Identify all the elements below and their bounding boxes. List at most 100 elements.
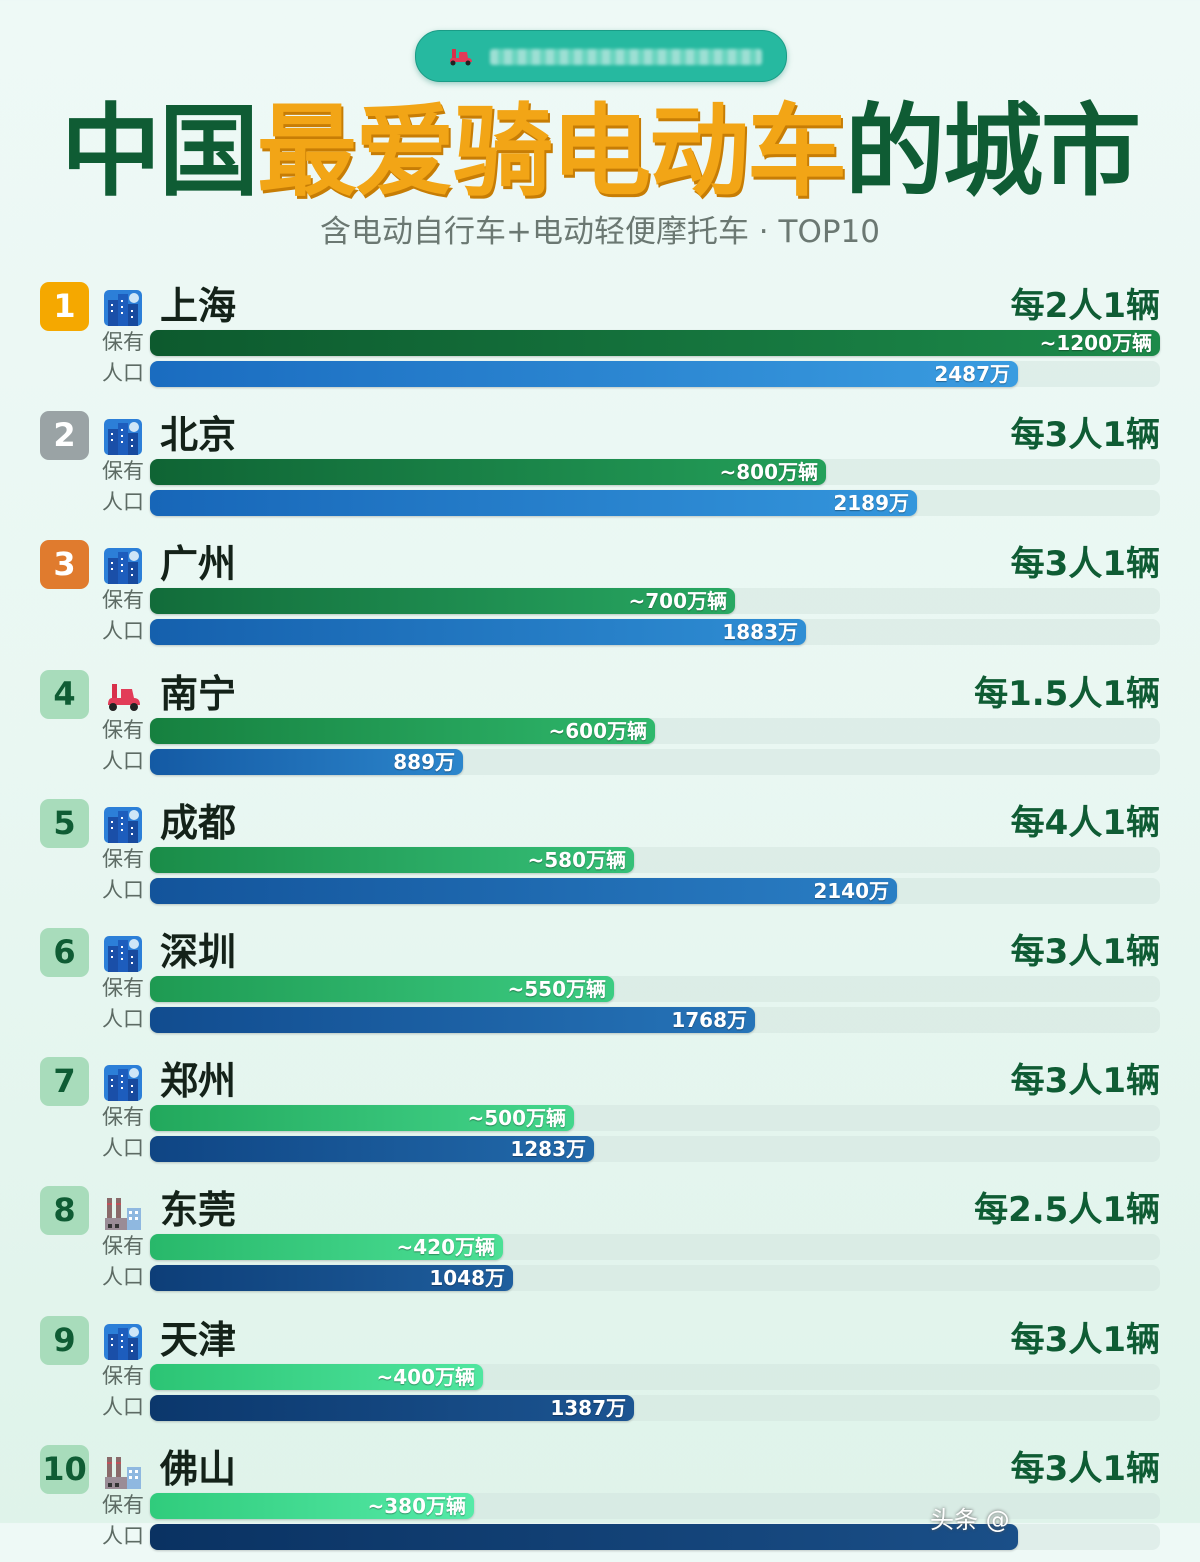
ownership-value: ~800万辆: [719, 460, 818, 485]
population-bar: 1283万: [150, 1136, 594, 1163]
city-name: 深圳: [160, 930, 237, 974]
city-row: 10 佛山 每3人1辆 保有 ~380万辆 人口: [0, 1433, 1200, 1562]
title-part-3: 的城市: [845, 93, 1141, 210]
ownership-value: ~580万辆: [527, 847, 626, 872]
ownership-value: ~380万辆: [367, 1493, 466, 1518]
ownership-track: ~550万辆: [150, 976, 1160, 1002]
population-value: 2487万: [934, 362, 1010, 386]
rank-badge: 7: [40, 1057, 89, 1107]
city-name: 上海: [160, 284, 237, 328]
ownership-bar: ~400万辆: [150, 1363, 483, 1390]
population-label: 人口: [102, 361, 144, 385]
population-value: 1387万: [550, 1395, 626, 1420]
city-row: 3 广州 每3人1辆 保有 ~700万辆 人口 1883万: [0, 528, 1200, 657]
ownership-label: 保有: [102, 846, 144, 871]
rank-badge: 2: [40, 411, 89, 461]
ownership-value: ~700万辆: [628, 589, 727, 614]
ownership-bar: ~700万辆: [150, 588, 735, 615]
city-name: 佛山: [160, 1446, 237, 1491]
page-title: 中国最爱骑电动车的城市: [0, 92, 1200, 212]
ownership-track: ~800万辆: [150, 459, 1160, 486]
ownership-bar: ~420万辆: [150, 1234, 503, 1261]
city-row: 7 郑州 每3人1辆 保有 ~500万辆 人口 1283万: [0, 1045, 1200, 1174]
population-bar: 1883万: [150, 619, 806, 646]
city-row: 9 天津 每3人1辆 保有 ~400万辆 人口 1387万: [0, 1304, 1200, 1433]
population-bar: 2189万: [150, 490, 917, 517]
ownership-label: 保有: [102, 976, 144, 1000]
population-track: 889万: [150, 748, 1160, 775]
city-row: 5 成都 每4人1辆 保有 ~580万辆 人口 2140万: [0, 787, 1200, 916]
cityscape-icon: [104, 1323, 142, 1360]
rank-badge: 6: [40, 928, 89, 977]
ownership-value: ~550万辆: [507, 977, 606, 1001]
ownership-track: ~1200万辆: [150, 330, 1160, 356]
ownership-value: ~600万辆: [548, 718, 647, 743]
ratio-label: 每4人1辆: [1010, 802, 1160, 843]
population-track: 1387万: [150, 1394, 1160, 1421]
ownership-track: ~420万辆: [150, 1234, 1160, 1261]
ownership-bar: ~1200万辆: [150, 330, 1160, 356]
factory-icon: [104, 1453, 142, 1489]
rank-badge: 1: [40, 282, 89, 331]
city-row: 8 东莞 每2.5人1辆 保有 ~420万辆 人口 1048万: [0, 1174, 1200, 1303]
population-value: 2189万: [833, 491, 909, 516]
ownership-label: 保有: [102, 459, 144, 484]
ratio-label: 每1.5人1辆: [974, 673, 1160, 714]
ownership-track: ~400万辆: [150, 1363, 1160, 1390]
ratio-label: 每3人1辆: [1010, 1319, 1160, 1360]
ownership-track: ~600万辆: [150, 717, 1160, 744]
population-track: 2189万: [150, 490, 1160, 517]
city-row: 4 南宁 每1.5人1辆 保有 ~600万辆 人口 889万: [0, 658, 1200, 787]
population-value: 1768万: [671, 1008, 747, 1032]
rank-badge: 9: [40, 1315, 89, 1365]
scooter-icon: [450, 49, 472, 66]
city-name: 南宁: [160, 671, 237, 716]
city-name: 郑州: [160, 1059, 237, 1104]
ownership-bar: ~380万辆: [150, 1492, 474, 1519]
city-name: 成都: [160, 800, 237, 845]
city-name: 东莞: [160, 1188, 237, 1233]
rank-badge: 8: [40, 1186, 89, 1236]
population-value: 889万: [393, 749, 455, 774]
title-part-2: 最爱骑电动车: [257, 93, 847, 210]
ratio-label: 每3人1辆: [1010, 544, 1160, 585]
population-value: 1048万: [429, 1266, 505, 1291]
ownership-label: 保有: [102, 1363, 144, 1388]
population-bar: 889万: [150, 748, 463, 775]
factory-icon: [104, 1194, 142, 1231]
ownership-track: ~380万辆: [150, 1492, 1160, 1519]
scooter-icon: [104, 678, 142, 714]
population-track: 1283万: [150, 1136, 1160, 1163]
ownership-label: 保有: [102, 588, 144, 613]
rank-badge: 10: [40, 1444, 89, 1494]
ownership-value: ~400万辆: [376, 1364, 475, 1389]
ratio-label: 每3人1辆: [1010, 415, 1160, 456]
ownership-value: ~500万辆: [467, 1106, 566, 1131]
city-row: 6 深圳 每3人1辆 保有 ~550万辆 人口 1768万: [0, 916, 1200, 1045]
population-bar: 1768万: [150, 1007, 755, 1033]
watermark: 头条 @: [930, 1506, 1010, 1534]
population-bar: [150, 1523, 1018, 1550]
ownership-label: 保有: [102, 1492, 144, 1517]
ownership-track: ~500万辆: [150, 1105, 1160, 1132]
population-bar: 2487万: [150, 361, 1018, 387]
population-label: 人口: [102, 1265, 144, 1290]
ownership-bar: ~800万辆: [150, 459, 826, 486]
population-value: 2140万: [813, 878, 889, 903]
ownership-bar: ~550万辆: [150, 976, 614, 1002]
population-label: 人口: [102, 748, 144, 773]
rank-badge: 4: [40, 669, 89, 719]
cityscape-icon: [104, 936, 142, 972]
population-track: 2140万: [150, 877, 1160, 904]
ownership-label: 保有: [102, 1234, 144, 1259]
population-track: 1768万: [150, 1007, 1160, 1033]
ratio-label: 每3人1辆: [1010, 1061, 1160, 1102]
population-bar: 1387万: [150, 1394, 634, 1421]
cityscape-icon: [104, 548, 142, 585]
population-label: 人口: [102, 490, 144, 515]
rank-badge: 3: [40, 540, 89, 590]
ownership-bar: ~580万辆: [150, 846, 634, 873]
population-track: 1883万: [150, 619, 1160, 646]
ownership-bar: ~500万辆: [150, 1105, 574, 1132]
city-row: 2 北京 每3人1辆 保有 ~800万辆 人口 2189万: [0, 399, 1200, 528]
